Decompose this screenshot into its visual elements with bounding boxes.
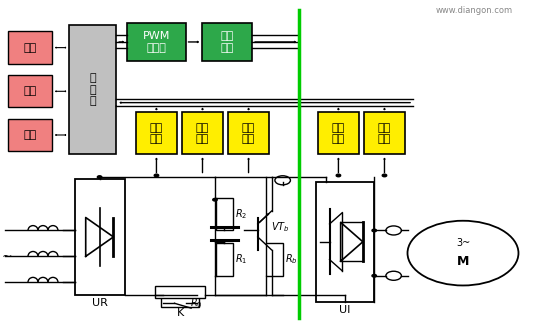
Circle shape (382, 174, 387, 177)
Bar (364, 112, 405, 154)
Text: 泵升
限制: 泵升 限制 (196, 123, 209, 144)
Text: $R_1$: $R_1$ (235, 253, 247, 266)
Circle shape (154, 174, 158, 177)
Bar (155, 286, 205, 298)
Circle shape (372, 229, 377, 232)
Text: UI: UI (339, 305, 351, 315)
Text: PWM
发生器: PWM 发生器 (143, 31, 170, 53)
Bar (228, 112, 270, 154)
Text: 温度
检测: 温度 检测 (332, 123, 345, 144)
Bar (161, 297, 199, 306)
Bar (202, 23, 252, 60)
Text: $R_b$: $R_b$ (285, 253, 297, 266)
Text: M: M (457, 255, 469, 268)
Bar (216, 243, 233, 276)
Bar (216, 198, 233, 230)
Circle shape (213, 199, 217, 201)
Bar (8, 32, 52, 64)
Bar (127, 23, 186, 60)
Text: 设定: 设定 (23, 86, 37, 96)
Text: 单
片
机: 单 片 机 (89, 73, 96, 106)
Bar (266, 243, 283, 276)
Text: ~: ~ (2, 250, 12, 263)
Text: UR: UR (92, 298, 108, 308)
Bar (69, 25, 116, 154)
Circle shape (372, 275, 377, 277)
Text: 电流
检测: 电流 检测 (378, 123, 391, 144)
Bar (8, 119, 52, 151)
Text: www.diangon.com: www.diangon.com (435, 6, 512, 15)
Text: K: K (176, 308, 184, 318)
Bar (8, 75, 52, 108)
Text: 3~: 3~ (456, 239, 470, 248)
Text: 电压
检测: 电压 检测 (150, 123, 163, 144)
Bar (136, 112, 177, 154)
Text: $R_2$: $R_2$ (235, 207, 247, 221)
Text: $VT_b$: $VT_b$ (271, 220, 289, 234)
Bar (316, 182, 374, 302)
Bar (318, 112, 359, 154)
Circle shape (336, 174, 340, 177)
Text: $R_0$: $R_0$ (190, 296, 203, 310)
Circle shape (97, 176, 102, 178)
Text: 电流
检测: 电流 检测 (242, 123, 255, 144)
Bar (75, 179, 124, 295)
Bar (182, 112, 223, 154)
Text: 驱动
电路: 驱动 电路 (220, 31, 234, 53)
Text: 接口: 接口 (23, 43, 37, 53)
Text: 显示: 显示 (23, 130, 37, 140)
